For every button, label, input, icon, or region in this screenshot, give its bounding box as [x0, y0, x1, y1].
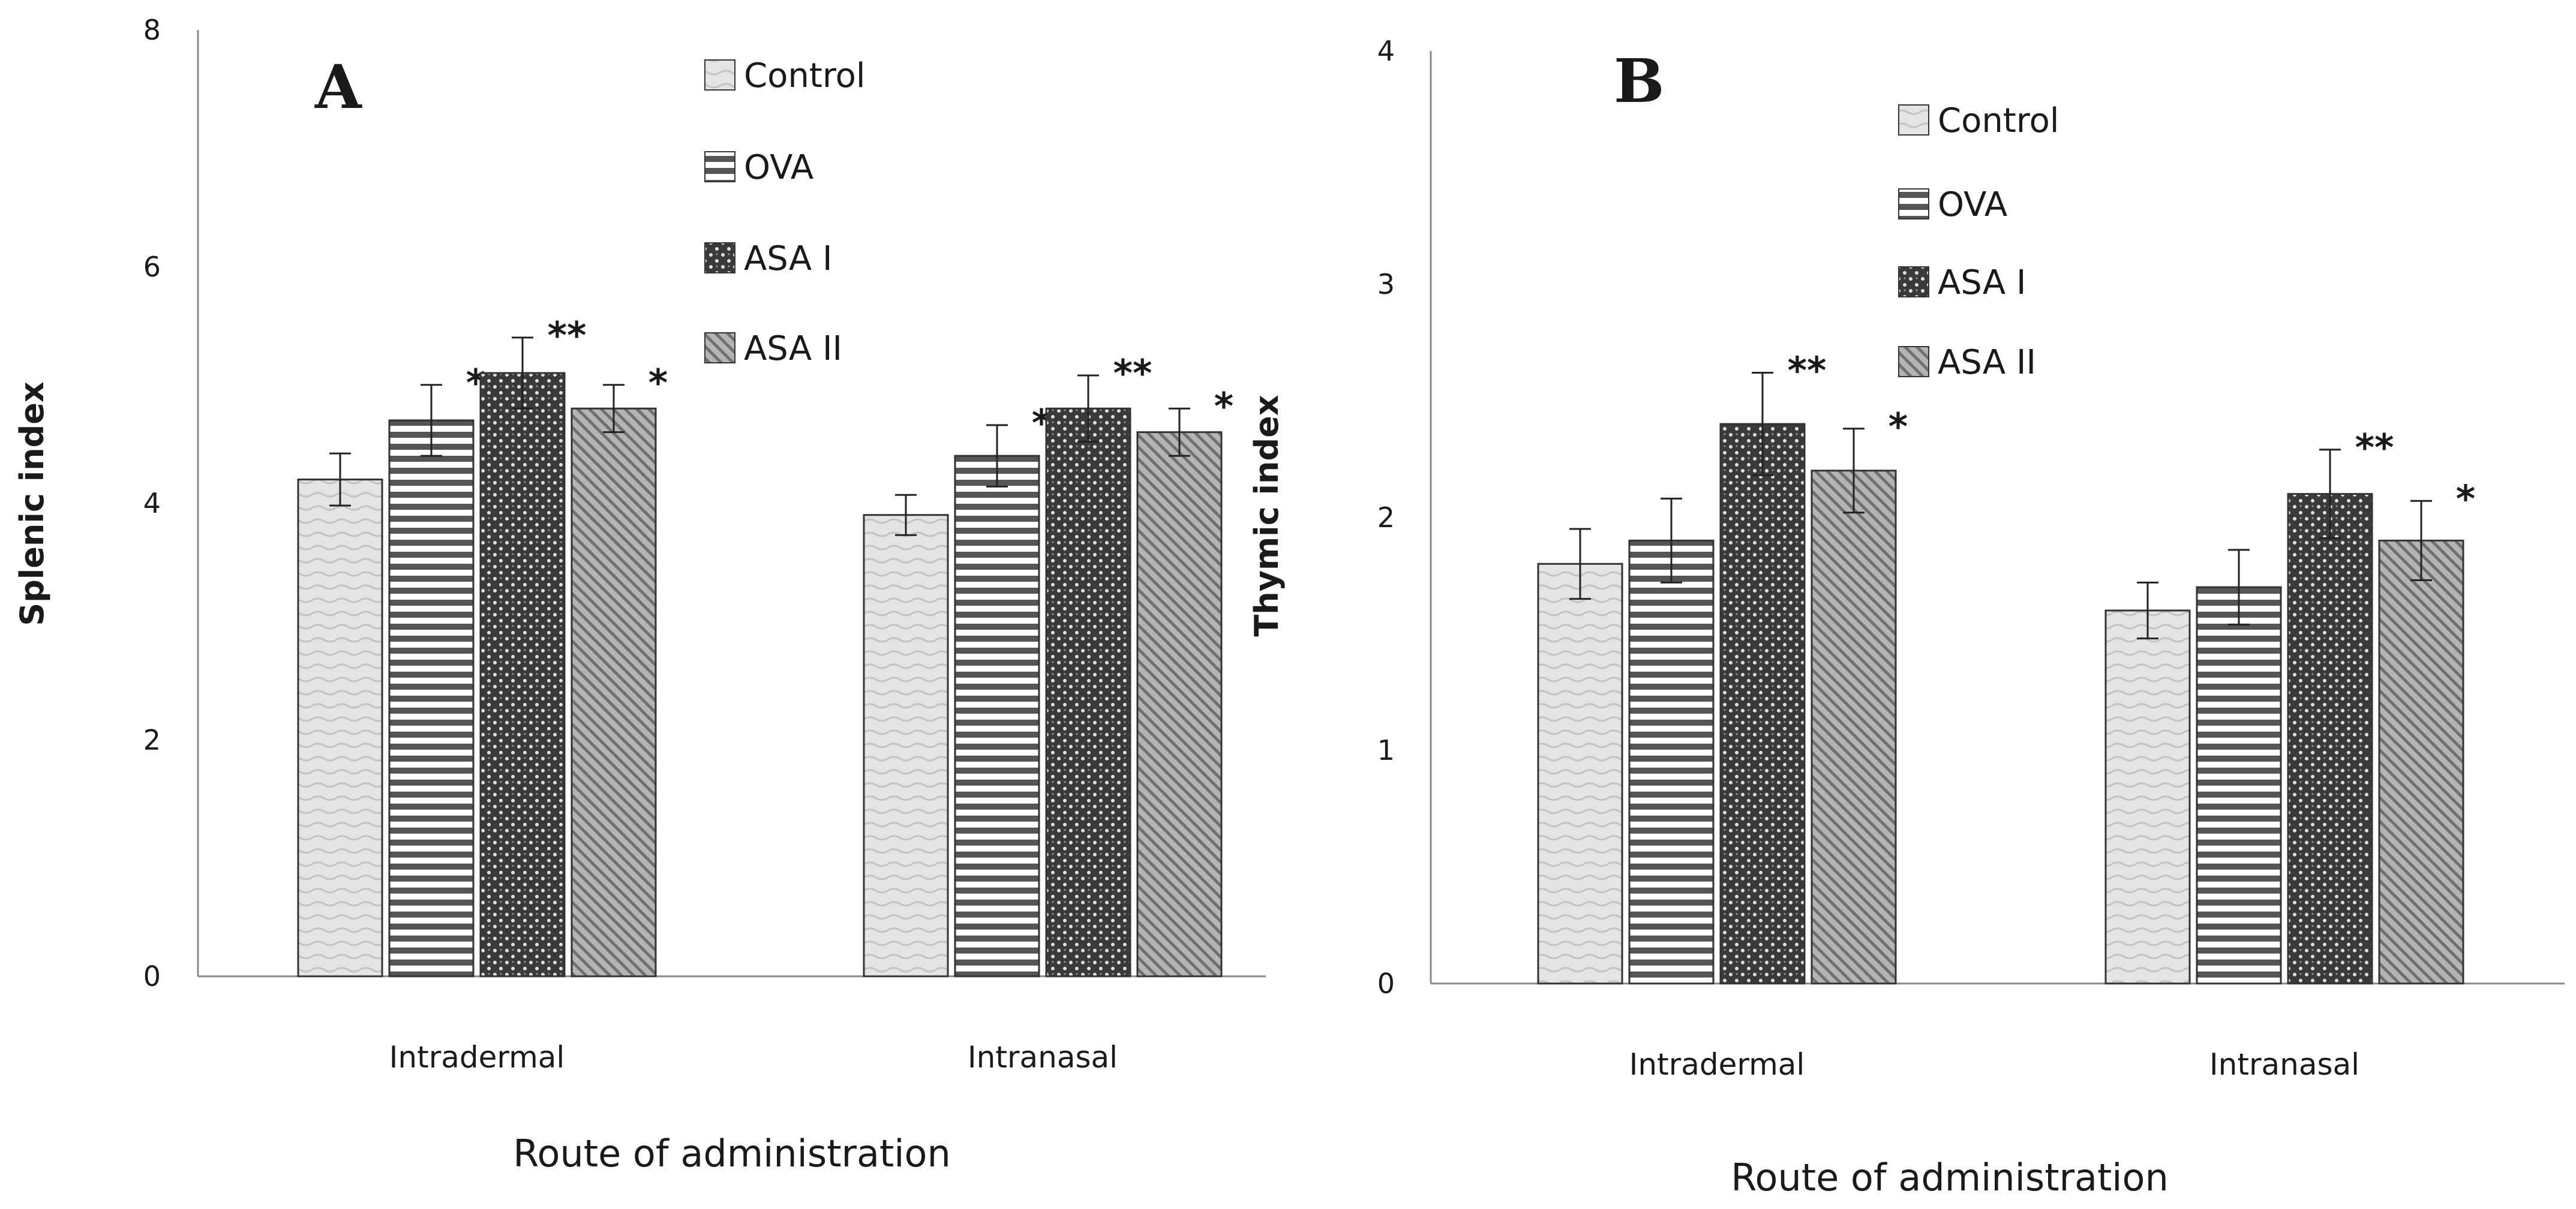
- significance-marker: *: [2456, 477, 2475, 521]
- significance-marker: **: [1113, 351, 1152, 395]
- legend-label: OVA: [1938, 185, 2007, 224]
- y-tick-label: 2: [1377, 501, 1395, 534]
- y-tick-label: 2: [143, 724, 161, 756]
- bar-control: [1537, 563, 1623, 985]
- x-tick-label: Intranasal: [968, 1040, 1118, 1075]
- bar-asa-ii: [2378, 539, 2464, 985]
- legend-swatch-control: [704, 59, 735, 91]
- bar-asa-i: [1045, 407, 1131, 978]
- legend-label: ASA II: [744, 329, 842, 368]
- legend-label: ASA I: [744, 239, 833, 278]
- bar-asa-ii: [1136, 431, 1223, 978]
- legend-swatch-asa-ii: [704, 332, 735, 363]
- legend-swatch-asa-i: [704, 242, 735, 273]
- panel-a: 0 2 4 6 8 ******** Intradermal Intranasa…: [13, 14, 1266, 1175]
- bar-ova: [388, 419, 475, 978]
- y-tick-label: 4: [1377, 35, 1395, 67]
- legend-label: ASA II: [1938, 343, 2036, 382]
- bar-asa-i: [2287, 493, 2373, 985]
- legend-label: OVA: [744, 148, 813, 187]
- bar-asa-i: [479, 372, 566, 978]
- y-tick-label: 8: [143, 14, 161, 46]
- legend: Control OVA ASA I ASA II: [1898, 101, 2059, 382]
- legend-swatch-asa-i: [1898, 266, 1929, 297]
- legend-swatch-asa-ii: [1898, 346, 1929, 377]
- bar-ova: [2196, 586, 2282, 985]
- legend-label: ASA I: [1938, 263, 2026, 302]
- significance-marker: *: [1889, 405, 1908, 449]
- bar-control: [297, 479, 383, 978]
- y-tick-label: 0: [1377, 967, 1395, 1000]
- legend-swatch-ova: [1898, 188, 1929, 219]
- y-tick-label: 4: [143, 487, 161, 519]
- bar-asa-i: [1719, 423, 1806, 985]
- bar-control: [863, 514, 949, 978]
- significance-marker: *: [1214, 384, 1233, 428]
- significance-marker: **: [2355, 426, 2394, 470]
- significance-marker: **: [548, 314, 587, 357]
- bars: *** ***: [1537, 348, 2475, 985]
- legend-label: Control: [744, 56, 865, 95]
- panel-label: A: [314, 52, 362, 122]
- y-tick-label: 6: [143, 251, 161, 283]
- legend-swatch-control: [1898, 104, 1929, 136]
- bars: ********: [297, 314, 1233, 978]
- bar-control: [2104, 609, 2191, 985]
- legend-swatch-ova: [704, 151, 735, 182]
- panel-b: 0 1 2 3 4 *** *** Intradermal Intranasal …: [1248, 35, 2565, 1199]
- x-tick-label: Intradermal: [389, 1040, 565, 1075]
- y-tick-label: 1: [1377, 734, 1395, 766]
- legend: Control OVA ASA I ASA II: [704, 56, 865, 368]
- bar-asa-ii: [1811, 470, 1897, 985]
- x-axis-label: Route of administration: [513, 1132, 951, 1175]
- y-axis-label: Thymic index: [1248, 395, 1286, 636]
- significance-marker: *: [648, 361, 668, 405]
- x-tick-label: Intradermal: [1629, 1047, 1805, 1082]
- legend-label: Control: [1938, 101, 2059, 140]
- x-tick-label: Intranasal: [2209, 1047, 2359, 1082]
- bar-ova: [954, 455, 1040, 978]
- panel-label: B: [1614, 46, 1665, 116]
- y-tick-label: 3: [1377, 268, 1395, 300]
- y-tick-label: 0: [143, 960, 161, 993]
- x-axis-label: Route of administration: [1731, 1156, 2169, 1199]
- y-axis-label: Splenic index: [13, 381, 51, 626]
- significance-marker: **: [1788, 348, 1827, 392]
- bar-asa-ii: [571, 407, 657, 978]
- bar-ova: [1628, 539, 1715, 985]
